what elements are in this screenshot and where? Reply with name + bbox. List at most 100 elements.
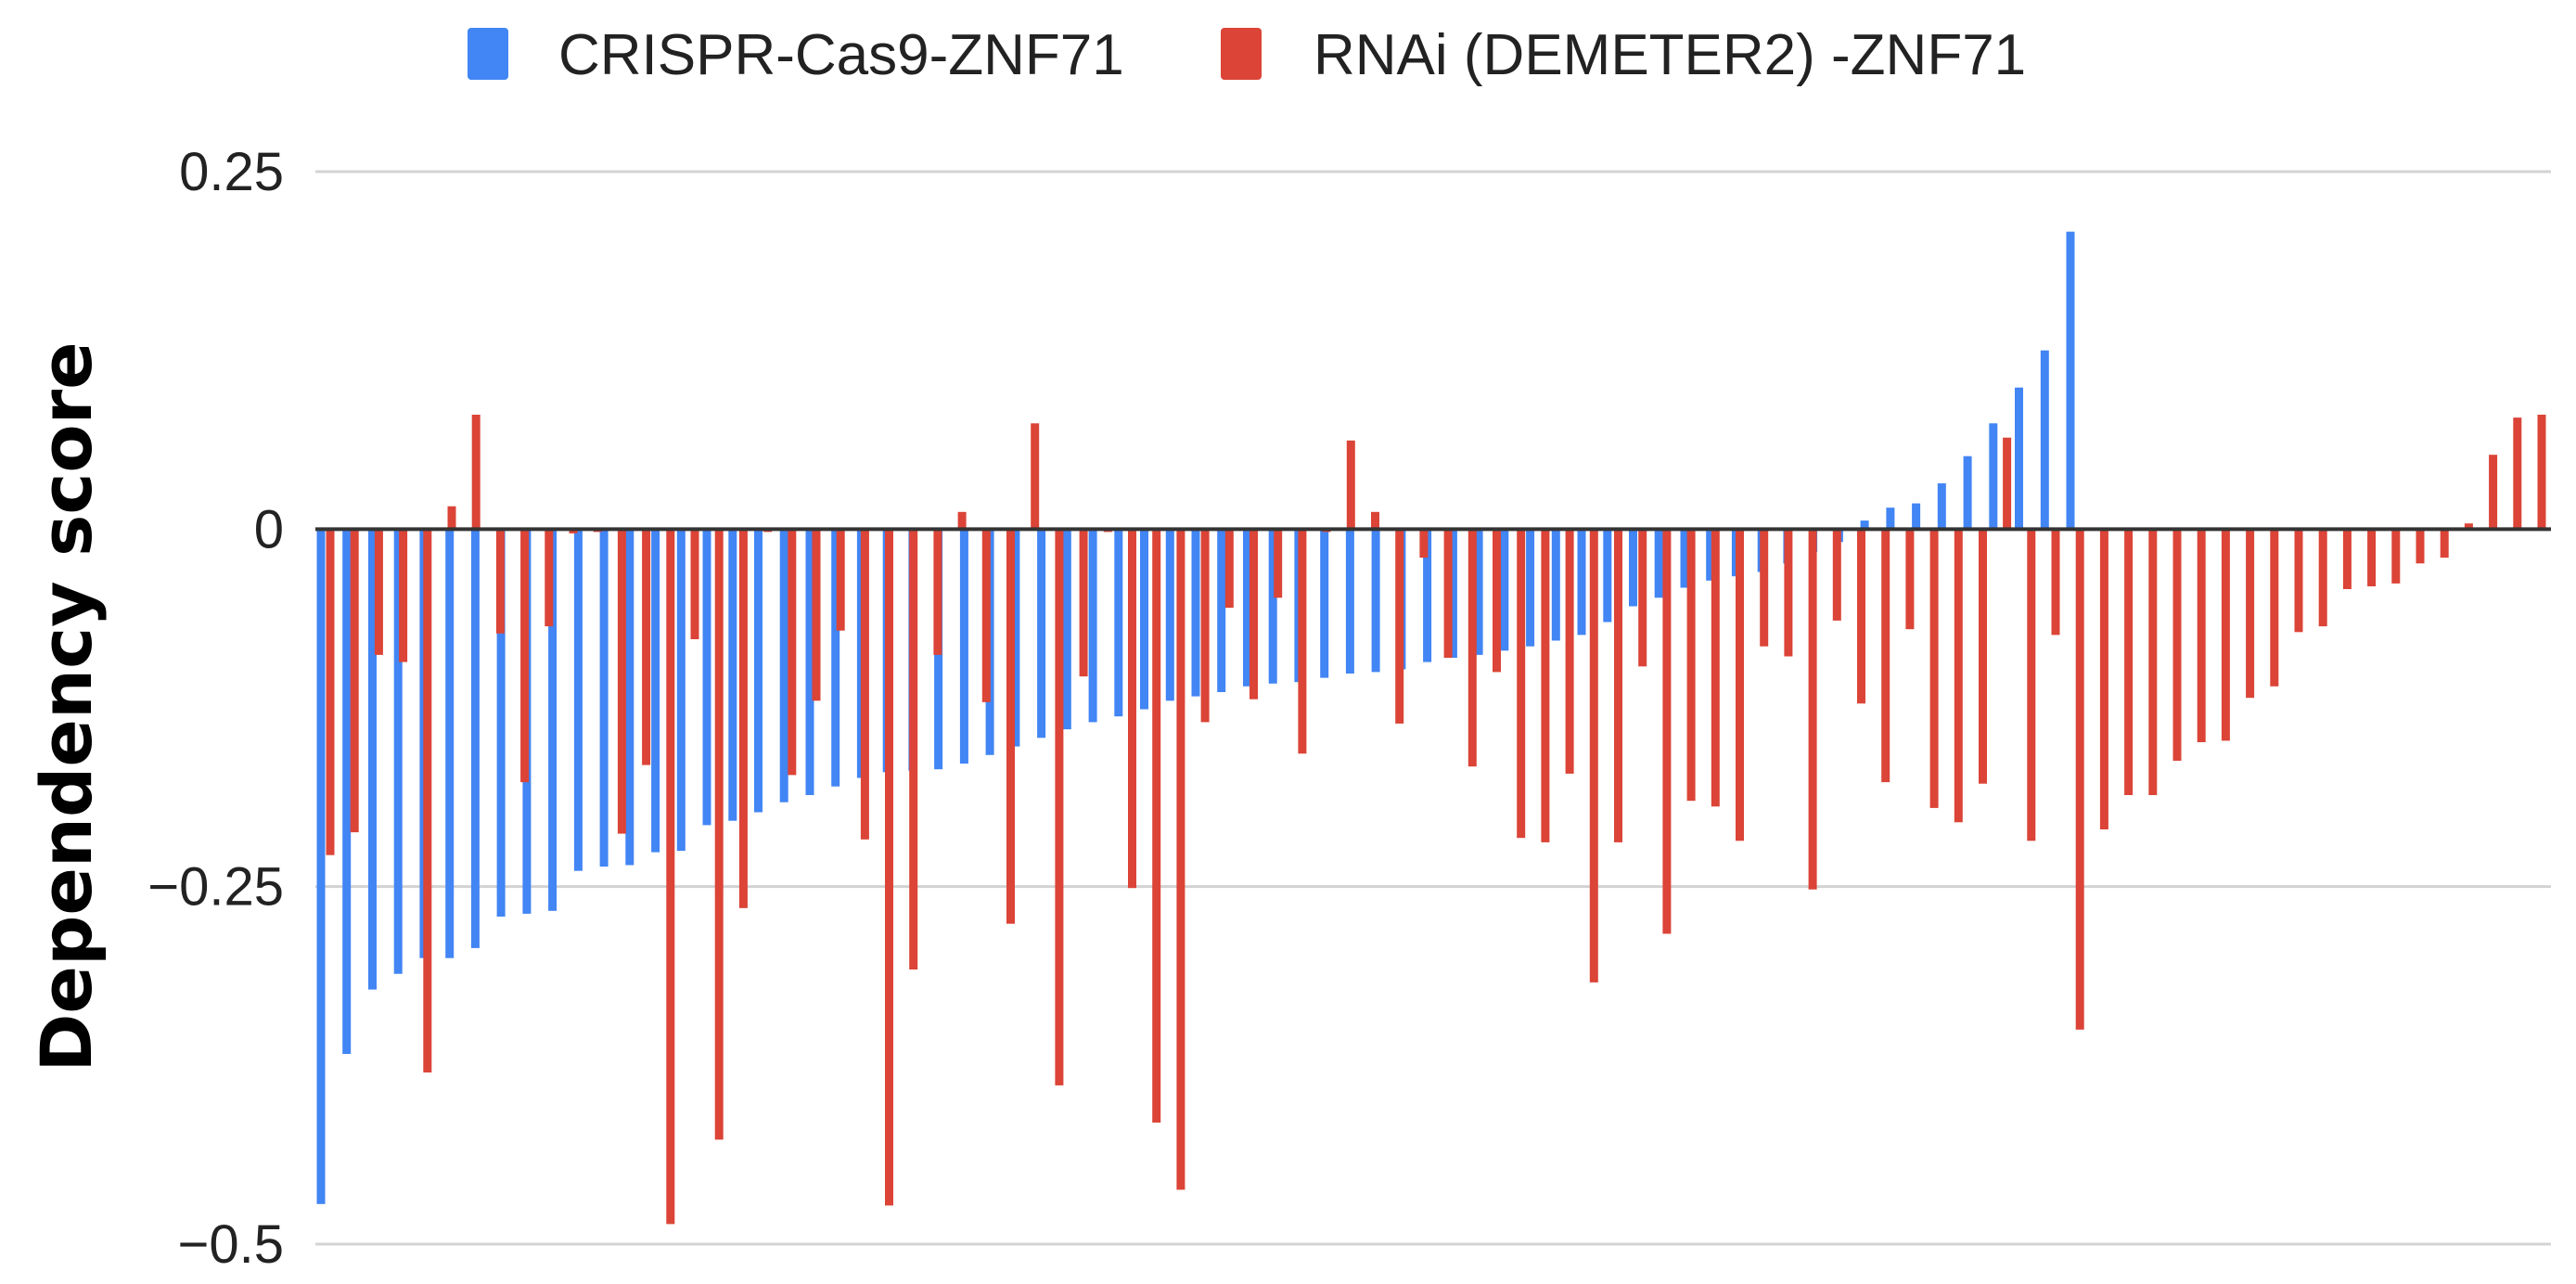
legend-label-crispr: CRISPR-Cas9-ZNF71 (558, 23, 1124, 87)
bar-rnai (1979, 529, 1987, 784)
bar-rnai (423, 529, 432, 1072)
bar-crispr (702, 529, 711, 826)
bar-rnai (399, 529, 408, 662)
bar-crispr (1191, 529, 1200, 697)
bar-crispr (1551, 529, 1560, 641)
bar-crispr (1448, 529, 1457, 658)
bar-crispr (1577, 529, 1586, 636)
bar-rnai (1614, 529, 1622, 842)
bar-crispr (1603, 529, 1612, 623)
bar-crispr (1320, 529, 1329, 678)
bar-rnai (2172, 529, 2182, 761)
bar-rnai (545, 529, 554, 627)
bar-crispr (1654, 529, 1663, 598)
bar-rnai (1954, 529, 1963, 823)
bar-rnai (447, 506, 456, 530)
bar-crispr (2015, 387, 2023, 530)
bar-rnai (1493, 529, 1501, 673)
bar-crispr (1345, 529, 1354, 674)
bar-crispr (1937, 483, 1946, 530)
bar-crispr (599, 529, 609, 867)
bar-crispr (1037, 529, 1046, 738)
bar-crispr (1680, 529, 1689, 588)
legend-swatch-rnai (1221, 28, 1262, 80)
bar-rnai (2003, 437, 2012, 530)
bar-crispr (1860, 520, 1869, 530)
bar-rnai (2294, 529, 2303, 633)
bar-rnai (957, 511, 967, 530)
bar-rnai (1662, 529, 1672, 934)
bar-rnai (642, 529, 651, 765)
bar-rnai (1541, 529, 1550, 842)
bar-rnai (520, 529, 530, 783)
bar-rnai (1274, 529, 1283, 598)
bar-rnai (1200, 529, 1210, 723)
legend-swatch-crispr (468, 28, 508, 80)
bar-rnai (1443, 529, 1453, 658)
bar-crispr (2066, 231, 2075, 530)
bar-crispr (1989, 423, 1998, 530)
bar-rnai (326, 529, 335, 855)
legend: CRISPR-Cas9-ZNF71 RNAi (DEMETER2) -ZNF71 (468, 23, 2026, 87)
bar-crispr (1088, 529, 1097, 723)
bar-crispr (1500, 529, 1509, 651)
bar-rnai (1128, 529, 1136, 889)
bar-crispr (1165, 529, 1174, 701)
bar-rnai (2099, 529, 2108, 829)
bar-rnai (860, 529, 869, 840)
bar-rnai (1395, 529, 1404, 724)
bar-rnai (2197, 529, 2206, 742)
bar-crispr (2040, 350, 2049, 530)
bar-rnai (471, 415, 481, 530)
bar-rnai (2318, 529, 2327, 627)
y-axis-ticks: 0.25 0 −0.25 −0.5 (147, 142, 284, 1275)
bar-rnai (1760, 529, 1769, 647)
bar-rnai (2051, 529, 2060, 636)
bar-crispr (1114, 529, 1123, 717)
bar-rnai (1006, 529, 1015, 924)
bar-rnai (1152, 529, 1161, 1123)
bar-crispr (1474, 529, 1483, 655)
bar-rnai (1419, 529, 1429, 559)
bar-rnai (2221, 529, 2230, 741)
bar-rnai (885, 529, 893, 1206)
bar-rnai (1929, 529, 1939, 808)
bar-crispr (959, 529, 968, 764)
bar-crispr (342, 529, 352, 1054)
bar-rnai (1638, 529, 1647, 667)
bar-crispr (1629, 529, 1637, 607)
bars (316, 231, 2546, 1225)
bar-rnai (981, 529, 991, 702)
bar-crispr (1423, 529, 1432, 662)
bar-crispr (754, 529, 763, 813)
bar-crispr (1963, 456, 1972, 530)
bar-crispr (368, 529, 377, 990)
bar-crispr (393, 529, 403, 974)
bar-rnai (1467, 529, 1477, 767)
bar-rnai (2513, 417, 2522, 530)
bar-crispr (1217, 529, 1226, 692)
bar-crispr (625, 529, 634, 866)
bar-rnai (2075, 529, 2084, 1030)
bar-crispr (1526, 529, 1535, 647)
bar-crispr (445, 529, 455, 958)
bar-crispr (1062, 529, 1071, 730)
bar-crispr (651, 529, 660, 853)
bar-rnai (666, 529, 675, 1225)
bar-rnai (1711, 529, 1720, 807)
bar-rnai (2342, 529, 2352, 589)
bar-rnai (2489, 455, 2498, 530)
bar-rnai (690, 529, 699, 639)
bar-rnai (2367, 529, 2377, 586)
y-tick-label: −0.5 (178, 1214, 285, 1275)
bar-rnai (1736, 529, 1744, 841)
y-axis-title: Dependency score (25, 341, 108, 1072)
bar-rnai (1589, 529, 1598, 982)
bar-rnai (788, 529, 797, 776)
bar-rnai (2416, 529, 2425, 564)
legend-label-rnai: RNAi (DEMETER2) -ZNF71 (1314, 23, 2026, 87)
bar-rnai (1250, 529, 1258, 700)
bar-rnai (1857, 529, 1865, 704)
bar-rnai (933, 529, 942, 655)
